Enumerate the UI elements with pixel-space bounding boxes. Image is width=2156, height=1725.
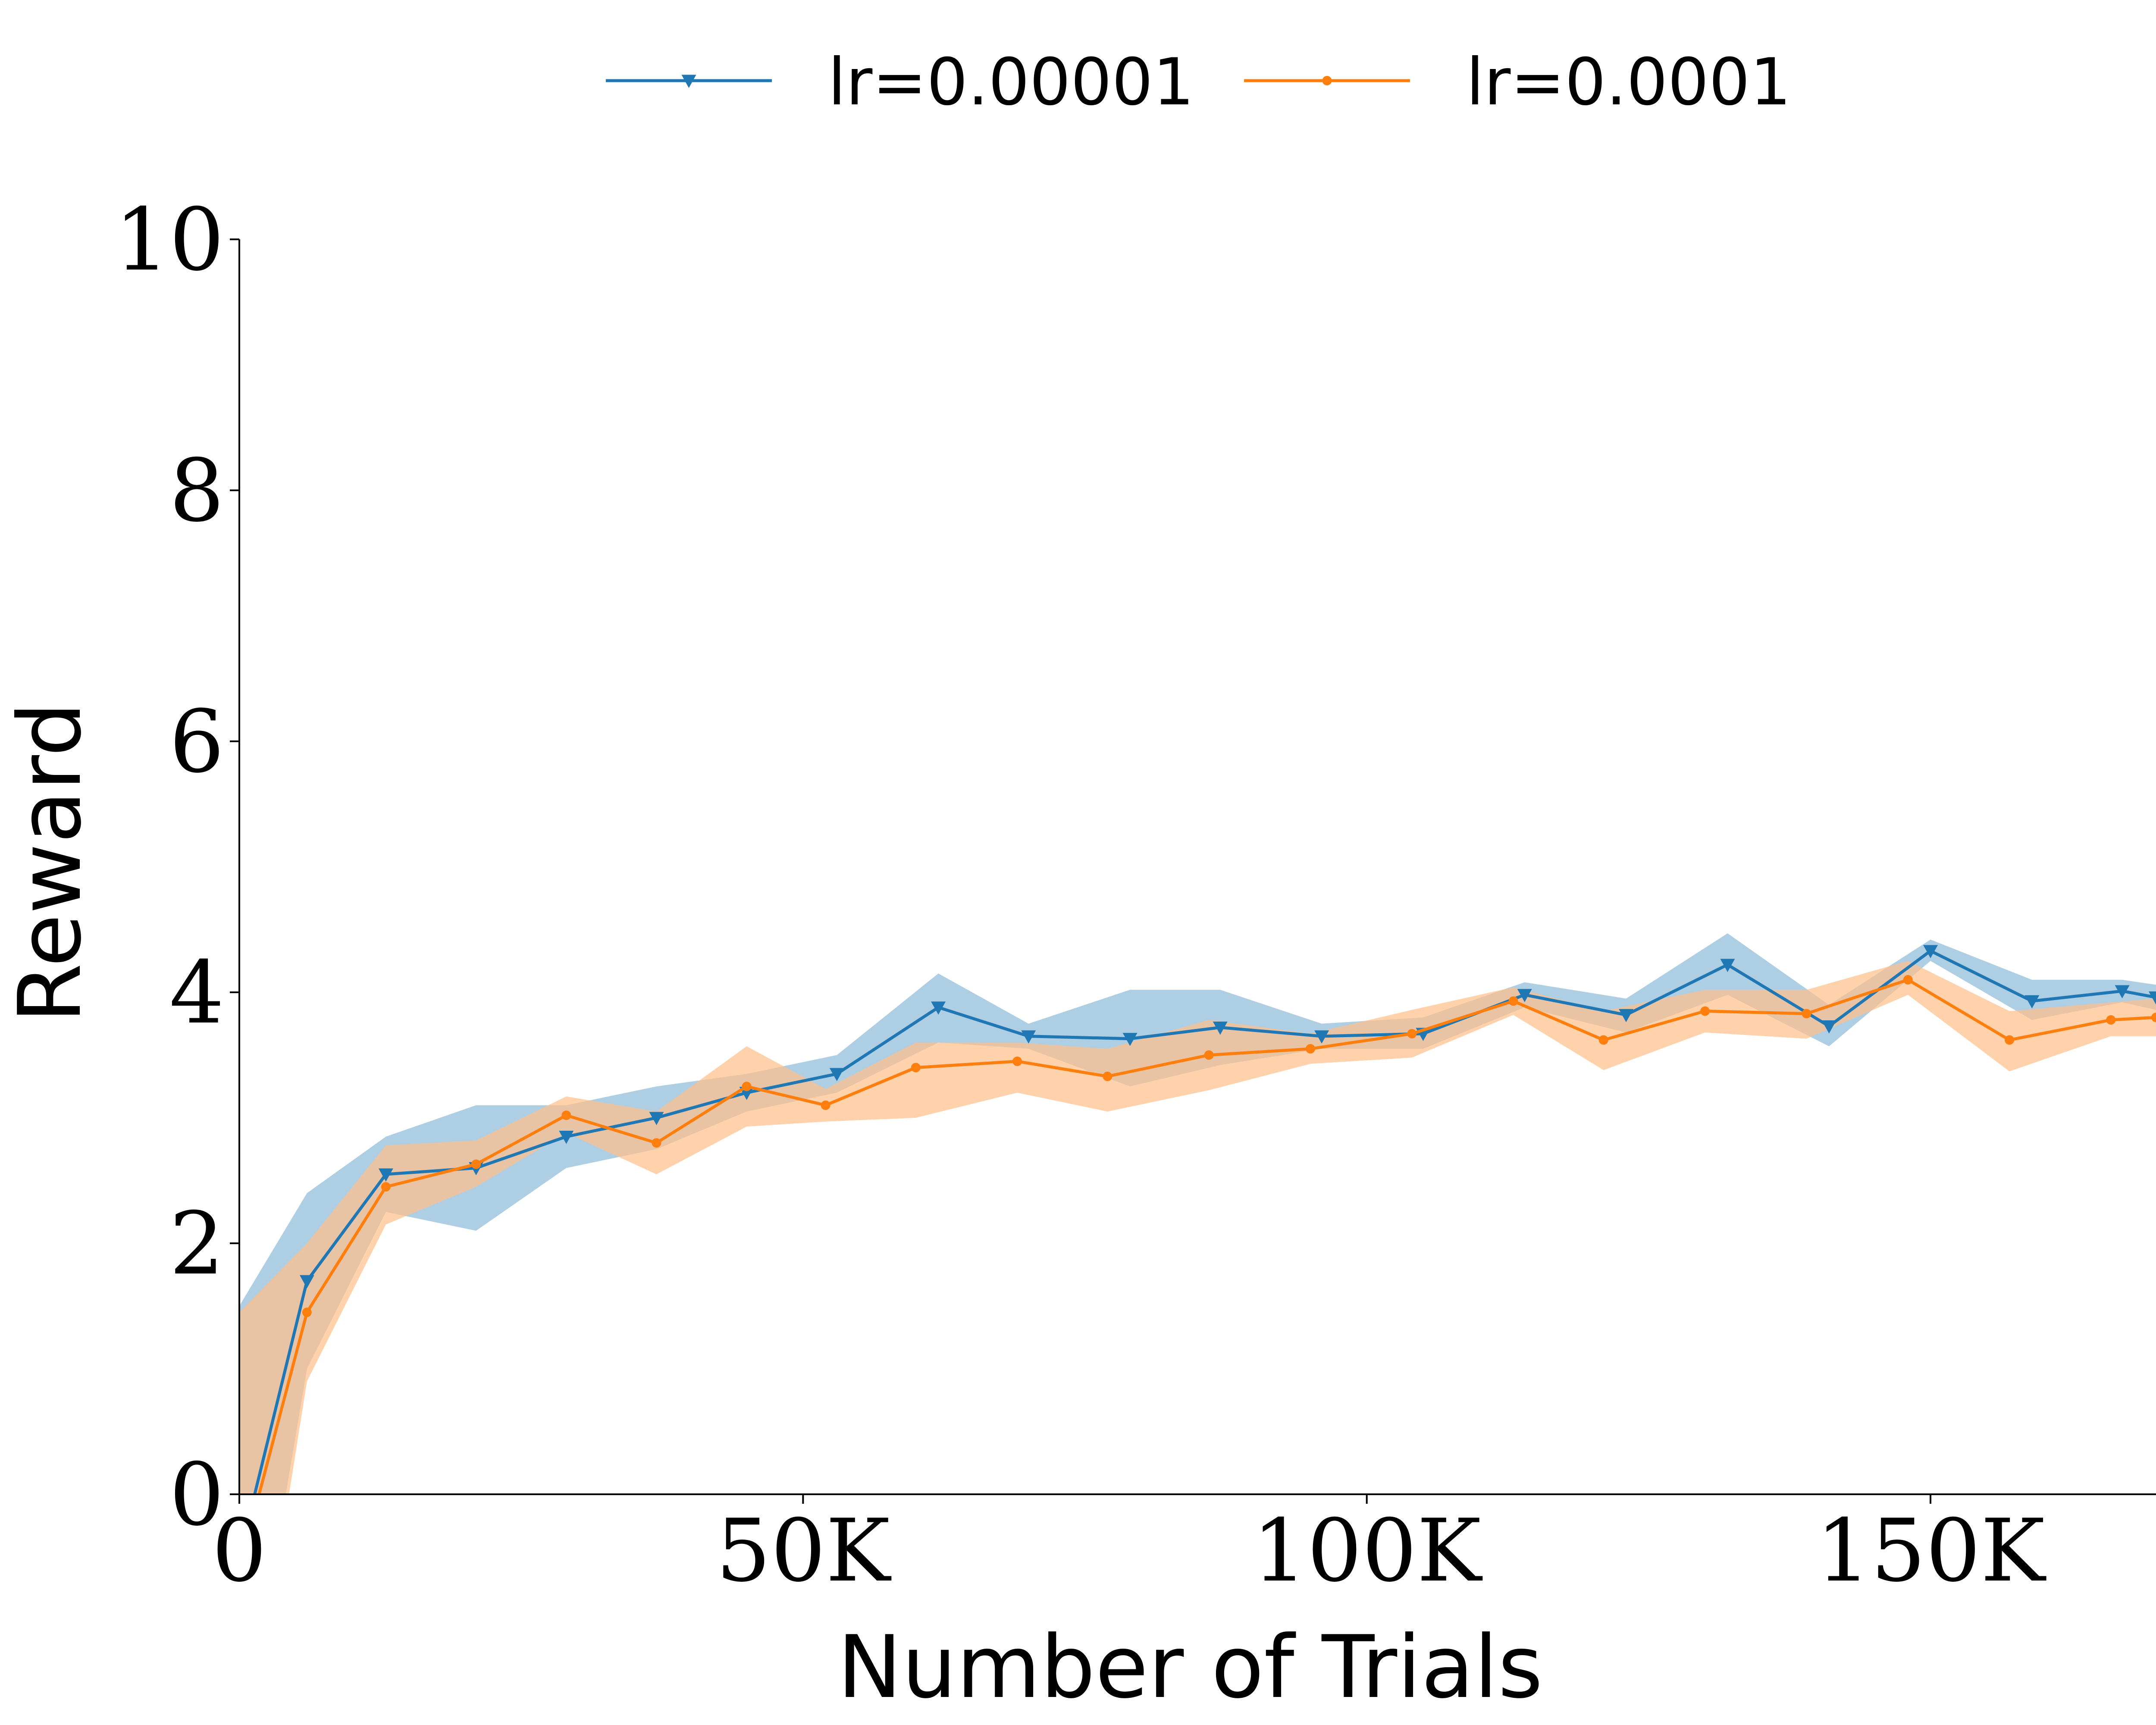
y-tick-label-5: 10 bbox=[115, 190, 225, 290]
point-series-0-1 bbox=[299, 1275, 314, 1289]
point-series-1-20 bbox=[2106, 1015, 2116, 1025]
point-series-0-16 bbox=[1720, 959, 1735, 972]
point-series-1-19 bbox=[2005, 1035, 2015, 1045]
y-tick-label-3: 6 bbox=[169, 692, 224, 792]
point-series-1-16 bbox=[1700, 1006, 1710, 1016]
point-series-1-7 bbox=[821, 1100, 830, 1110]
point-series-0-2 bbox=[378, 1168, 393, 1182]
legend: lr=0.00001 lr=0.0001 bbox=[606, 45, 1791, 120]
point-series-0-14 bbox=[1517, 989, 1532, 1002]
point-series-1-14 bbox=[1508, 996, 1518, 1006]
point-series-1-17 bbox=[1802, 1009, 1811, 1019]
point-series-0-19 bbox=[2024, 995, 2040, 1009]
y-axis-title: Reward bbox=[0, 702, 100, 1023]
point-series-1-13 bbox=[1407, 1029, 1417, 1039]
point-series-1-12 bbox=[1305, 1044, 1315, 1054]
x-tick-label-2: 100K bbox=[1252, 1501, 1483, 1601]
point-series-1-1 bbox=[302, 1308, 312, 1317]
y-tick-label-4: 8 bbox=[169, 441, 224, 541]
point-series-0-8 bbox=[931, 1001, 946, 1015]
y-tick-label-2: 4 bbox=[169, 943, 224, 1043]
band-series-1 bbox=[239, 961, 2156, 1494]
axes bbox=[238, 239, 2156, 1495]
legend-item-0: lr=0.00001 bbox=[606, 45, 1194, 120]
point-series-0-17 bbox=[1821, 1020, 1836, 1034]
point-series-0-9 bbox=[1021, 1030, 1036, 1044]
line-series-1 bbox=[257, 978, 2156, 1494]
ticks: 0 2 4 6 8 10 0 50K 100K 150K bbox=[115, 190, 2047, 1601]
point-series-0-10 bbox=[1122, 1033, 1138, 1046]
x-tick-label-1: 50K bbox=[716, 1501, 891, 1601]
legend-marker-1 bbox=[1322, 76, 1332, 85]
legend-marker-0 bbox=[681, 75, 696, 88]
point-series-1-21 bbox=[2151, 1013, 2156, 1022]
point-series-0-15 bbox=[1619, 1009, 1634, 1022]
point-series-1-2 bbox=[381, 1182, 391, 1192]
confidence-bands bbox=[239, 933, 2156, 1494]
point-series-0-20 bbox=[2115, 985, 2130, 999]
point-series-1-3 bbox=[471, 1159, 481, 1169]
point-series-0-4 bbox=[559, 1131, 574, 1144]
point-series-1-11 bbox=[1204, 1050, 1214, 1060]
y-tick-label-0: 0 bbox=[169, 1445, 224, 1545]
series-lines bbox=[253, 945, 2156, 1494]
point-series-1-8 bbox=[911, 1063, 921, 1073]
point-series-1-6 bbox=[742, 1082, 752, 1091]
point-series-0-11 bbox=[1213, 1021, 1228, 1035]
y-tick-label-1: 2 bbox=[169, 1194, 224, 1294]
point-series-1-9 bbox=[1012, 1057, 1022, 1066]
point-series-1-4 bbox=[561, 1110, 571, 1120]
point-series-0-18 bbox=[1923, 945, 1938, 958]
x-tick-label-0: 0 bbox=[212, 1501, 266, 1601]
legend-label-1: lr=0.0001 bbox=[1466, 45, 1791, 120]
point-series-0-21 bbox=[2149, 991, 2156, 1005]
point-series-0-12 bbox=[1314, 1030, 1329, 1044]
x-tick-label-3: 150K bbox=[1816, 1501, 2046, 1601]
legend-item-1: lr=0.0001 bbox=[1244, 45, 1791, 120]
point-series-1-18 bbox=[1903, 975, 1913, 985]
point-series-1-10 bbox=[1103, 1071, 1112, 1081]
point-series-1-5 bbox=[652, 1138, 661, 1148]
point-series-0-7 bbox=[829, 1068, 844, 1082]
point-series-1-15 bbox=[1598, 1035, 1608, 1045]
legend-label-0: lr=0.00001 bbox=[828, 45, 1194, 120]
x-axis-title: Number of Trials bbox=[837, 1617, 1543, 1718]
point-series-0-5 bbox=[649, 1112, 664, 1125]
